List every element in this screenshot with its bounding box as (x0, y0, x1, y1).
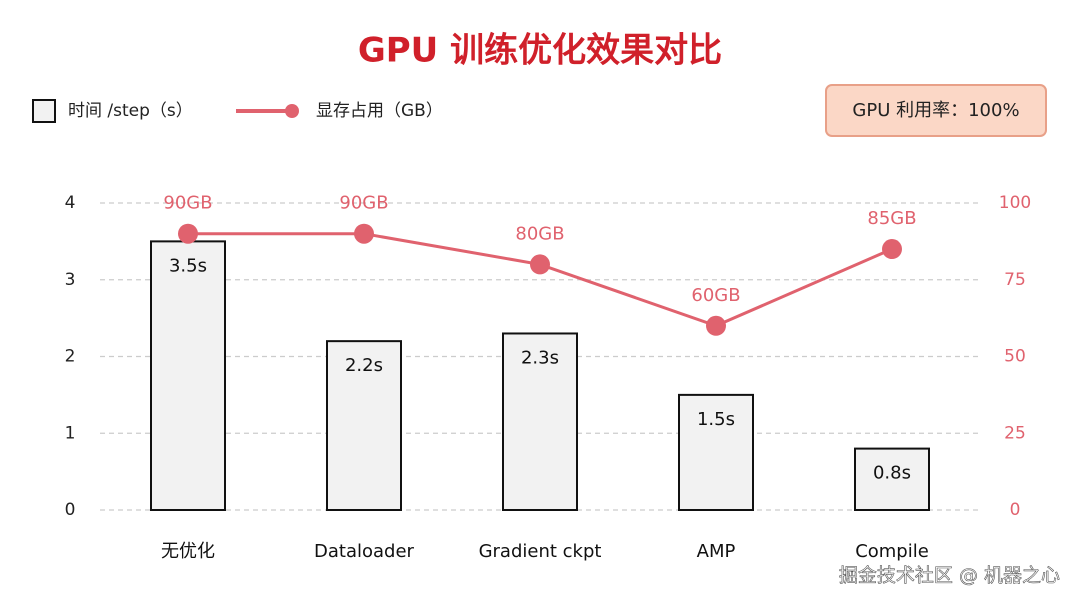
legend-label: 显存占用（GB） (316, 101, 443, 121)
x-tick-label: Dataloader (314, 541, 415, 562)
bar (854, 447, 930, 512)
y2-tick-label: 75 (1004, 270, 1026, 290)
line-value-label: 90GB (339, 193, 388, 214)
x-tick-label: AMP (697, 541, 736, 562)
y-tick-label: 4 (65, 193, 76, 213)
y-tick-label: 1 (65, 423, 76, 443)
line-marker (706, 315, 726, 336)
line-marker (530, 254, 550, 275)
bar (326, 340, 402, 511)
bar (678, 393, 754, 511)
line-marker (178, 223, 198, 244)
bar (502, 332, 578, 511)
y2-tick-label: 25 (1004, 423, 1026, 443)
line-value-label: 90GB (163, 193, 212, 214)
y-tick-label: 2 (65, 347, 76, 367)
bar-value-label: 0.8s (873, 463, 911, 484)
annotation: GPU 利用率：100% (852, 100, 1019, 121)
y2-tick-label: 0 (1010, 500, 1021, 520)
x-tick-label: Gradient ckpt (479, 541, 602, 562)
x-tick-label: 无优化 (161, 541, 215, 562)
bar-value-label: 3.5s (169, 255, 207, 276)
line-marker (354, 223, 374, 244)
bar-value-label: 2.2s (345, 355, 383, 376)
x-tick-label: Compile (855, 541, 929, 562)
y2-tick-label: 50 (1004, 347, 1026, 367)
chart-title: GPU 训练优化效果对比 (358, 31, 722, 71)
y-tick-label: 0 (65, 500, 76, 520)
bar (150, 240, 226, 511)
legend-label: 时间 /step（s） (68, 101, 193, 121)
bar-value-label: 1.5s (697, 409, 735, 430)
line-value-label: 60GB (691, 285, 740, 306)
watermark: 掘金技术社区 @ 机器之心 (839, 565, 1060, 587)
legend-swatch-bar (32, 99, 56, 123)
legend-swatch-marker (285, 104, 299, 118)
y2-tick-label: 100 (999, 193, 1031, 213)
line-marker (882, 239, 902, 260)
bar-value-label: 2.3s (521, 347, 559, 368)
y-tick-label: 3 (65, 270, 76, 290)
line-value-label: 85GB (867, 208, 916, 229)
line-value-label: 80GB (515, 223, 564, 244)
annotation-box (825, 84, 1047, 137)
